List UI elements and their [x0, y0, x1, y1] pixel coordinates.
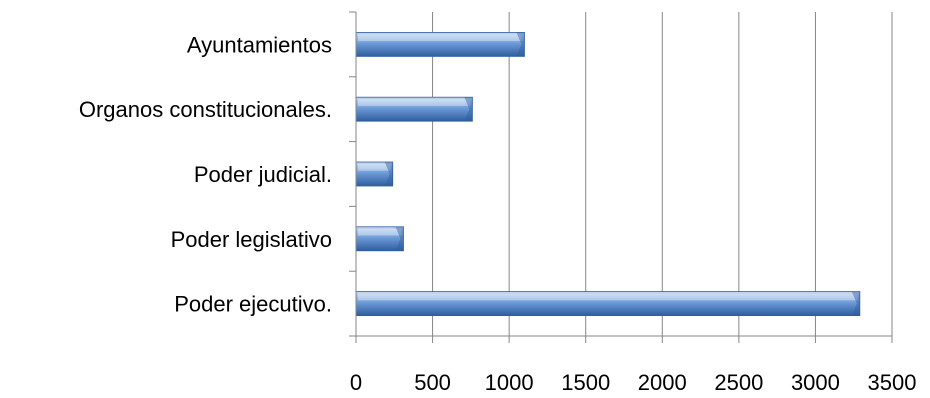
bar-end-cap: [384, 162, 393, 186]
x-tick-label: 2000: [638, 370, 687, 393]
bar-highlight: [358, 293, 858, 301]
x-tick-label: 500: [414, 370, 451, 393]
x-tick-label: 3000: [791, 370, 840, 393]
bar-end-cap: [395, 226, 404, 251]
x-tick-label: 3500: [868, 370, 917, 393]
category-label: Ayuntamientos: [187, 32, 332, 57]
x-tick-label: 1000: [485, 370, 534, 393]
category-label: Poder legislativo: [171, 227, 332, 252]
x-tick-label: 0: [350, 370, 362, 393]
bar-highlight: [358, 228, 402, 236]
bar-end-cap: [516, 32, 525, 57]
category-label: Organos constitucionales.: [79, 97, 332, 122]
category-label: Poder judicial.: [194, 162, 332, 187]
bar-highlight: [358, 34, 523, 42]
category-label: Poder ejecutivo.: [174, 292, 332, 317]
bar: [355, 226, 404, 252]
bar-highlight: [358, 99, 471, 106]
x-tick-label: 2500: [714, 370, 763, 393]
bar-highlight: [358, 164, 391, 171]
bar-end-cap: [851, 291, 860, 316]
bar: [355, 96, 473, 122]
bar-end-cap: [464, 97, 473, 122]
x-tick-label: 1500: [561, 370, 610, 393]
